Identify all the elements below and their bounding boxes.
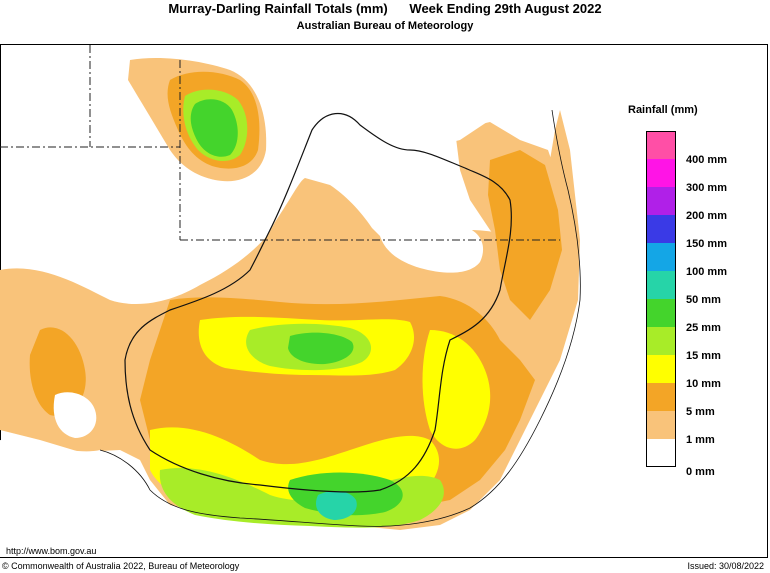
legend-label-5: 5 mm <box>686 406 715 418</box>
basin-boundary <box>124 112 512 493</box>
coastline <box>99 109 581 527</box>
legend-swatch-5 <box>646 383 676 411</box>
zone-10mm-east <box>422 330 491 449</box>
dry-area <box>380 224 484 273</box>
legend-label-300: 300 mm <box>686 182 727 194</box>
legend-swatch-15 <box>646 327 676 355</box>
zone-50mm <box>315 490 357 520</box>
legend-swatch-25 <box>646 299 676 327</box>
legend-swatch-400 <box>646 131 676 159</box>
legend-swatch-10 <box>646 355 676 383</box>
zone-5mm-ne <box>488 150 562 320</box>
zone-25mm-north <box>190 99 238 157</box>
state-border-sa-nsw <box>89 45 181 240</box>
dry-area-north <box>250 60 490 180</box>
state-border-qld-nsw <box>0 146 560 241</box>
rainfall-map <box>0 45 600 557</box>
legend-label-10: 10 mm <box>686 378 721 390</box>
legend-label-15: 15 mm <box>686 350 721 362</box>
issued-date: Issued: 30/08/2022 <box>687 561 764 571</box>
sea-gulf <box>53 392 97 438</box>
legend-label-50: 50 mm <box>686 294 721 306</box>
zone-25mm <box>288 332 354 365</box>
map-subtitle: Australian Bureau of Meteorology <box>296 20 474 32</box>
legend-swatch-150 <box>646 215 676 243</box>
legend-label-1: 1 mm <box>686 434 715 446</box>
bom-url-link[interactable]: http://www.bom.gov.au <box>6 546 97 556</box>
legend-label-100: 100 mm <box>686 266 727 278</box>
copyright-text: © Commonwealth of Australia 2022, Bureau… <box>2 561 240 571</box>
legend-swatch-1 <box>646 411 676 439</box>
legend-swatch-0 <box>646 439 676 467</box>
legend-swatch-100 <box>646 243 676 271</box>
legend-label-200: 200 mm <box>686 210 727 222</box>
legend-label-400: 400 mm <box>686 154 727 166</box>
sea-south <box>0 300 600 557</box>
legend-swatch-50 <box>646 271 676 299</box>
legend-title: Rainfall (mm) <box>628 104 698 116</box>
legend-label-25: 25 mm <box>686 322 721 334</box>
map-title: Murray-Darling Rainfall Totals (mm) Week… <box>168 1 602 16</box>
legend-label-150: 150 mm <box>686 238 727 250</box>
legend-label-0: 0 mm <box>686 466 715 478</box>
legend-swatch-200 <box>646 187 676 215</box>
legend-swatch-300 <box>646 159 676 187</box>
